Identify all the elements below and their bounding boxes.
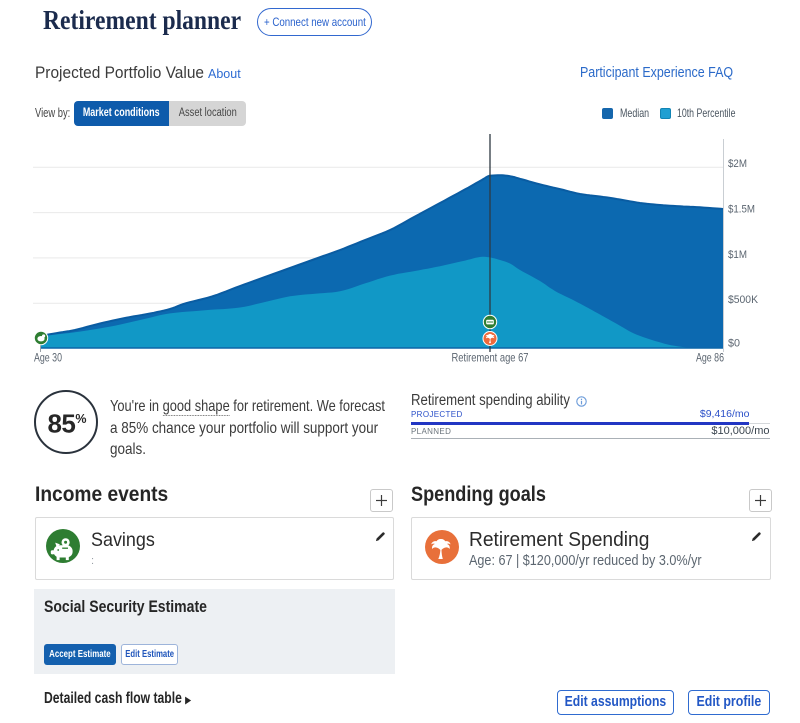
svg-text:Age 86: Age 86 [696, 351, 724, 365]
svg-text:$1M: $1M [728, 249, 747, 261]
svg-text:$500K: $500K [728, 294, 759, 306]
svg-text:Age 30: Age 30 [34, 351, 62, 365]
svg-text:Retirement age 67: Retirement age 67 [452, 351, 529, 365]
svg-text:$0: $0 [728, 338, 740, 350]
svg-text:$2M: $2M [728, 158, 747, 170]
svg-text:$1.5M: $1.5M [728, 204, 755, 216]
